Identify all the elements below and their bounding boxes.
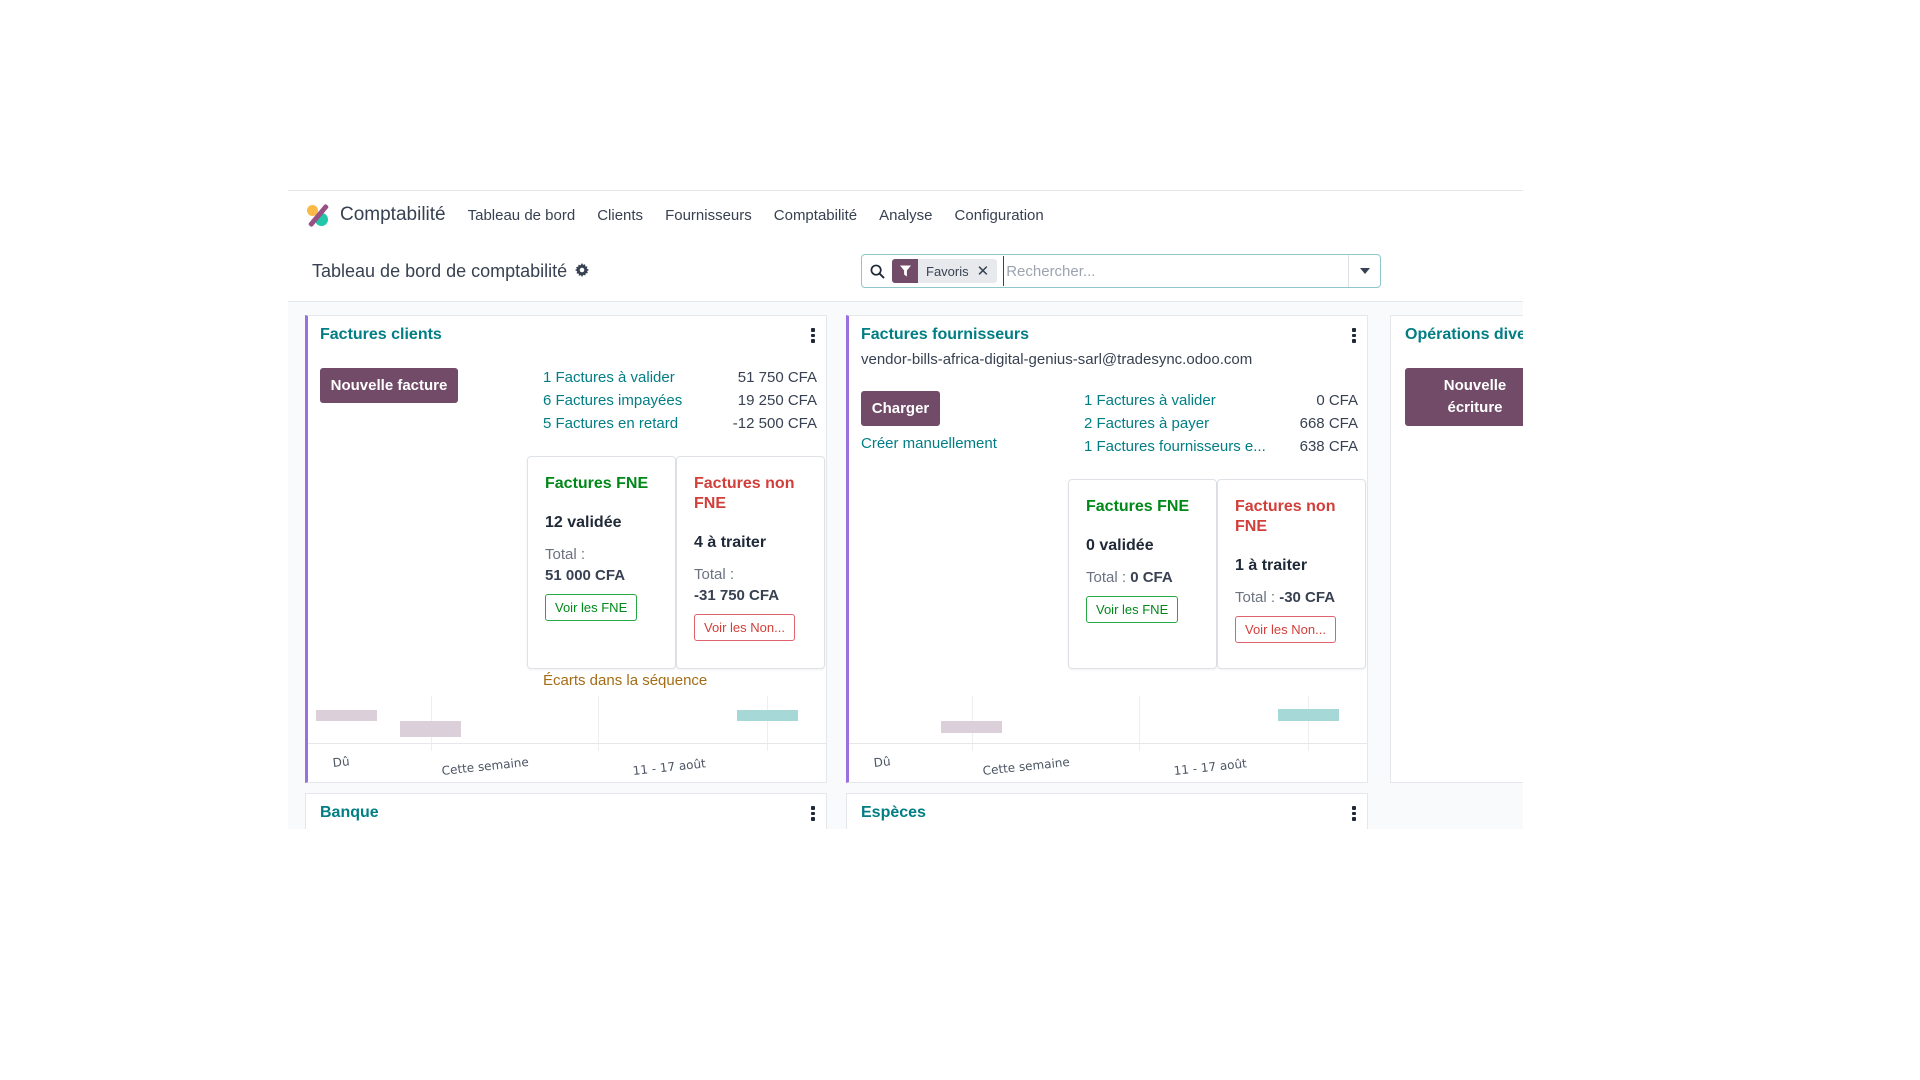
- caret-down-icon: [1359, 268, 1370, 274]
- kebab-menu-icon[interactable]: [1352, 328, 1356, 343]
- chart-bar-due[interactable]: [316, 710, 377, 721]
- facet-label: Favoris: [926, 263, 969, 279]
- control-panel: Tableau de bord de comptabilité Favoris …: [288, 239, 1523, 302]
- non-fne-total: Total : -30 CFA: [1235, 589, 1336, 606]
- chart-bar-this-week[interactable]: [941, 721, 1002, 733]
- view-non-fne-button[interactable]: Voir les Non...: [694, 614, 795, 641]
- menu-comptabilite[interactable]: Comptabilité: [773, 206, 858, 224]
- fne-title: Factures FNE: [545, 475, 649, 492]
- journal-card-customer-invoices: Factures clients Nouvelle facture 1 Fact…: [305, 315, 827, 783]
- menu-configuration[interactable]: Configuration: [954, 206, 1044, 224]
- menu-clients[interactable]: Clients: [597, 206, 644, 224]
- journal-card-misc-operations: Opérations dive Nouvelle écriture: [1390, 315, 1523, 783]
- search-options-toggle[interactable]: [1348, 255, 1380, 287]
- stat-row[interactable]: 6 Factures impayées 19 250 CFA: [543, 392, 817, 409]
- non-fne-total: Total : -31 750 CFA: [694, 566, 780, 604]
- menu-analyse[interactable]: Analyse: [879, 206, 933, 224]
- fne-count: 0 validée: [1086, 537, 1154, 554]
- facet-remove-icon[interactable]: ✕: [976, 263, 990, 280]
- stat-row[interactable]: 2 Factures à payer 668 CFA: [1084, 415, 1358, 432]
- menu-fournisseurs[interactable]: Fournisseurs: [665, 206, 752, 224]
- stat-row[interactable]: 1 Factures à valider 0 CFA: [1084, 392, 1358, 409]
- non-fne-summary-box: Factures non FNE 1 à traiter Total : -30…: [1217, 479, 1366, 669]
- x-label: Cette semaine: [441, 754, 530, 778]
- dashboard-content: Factures clients Nouvelle facture 1 Fact…: [288, 302, 1523, 829]
- chart-bar-this-week[interactable]: [400, 721, 461, 737]
- sequence-gaps-link[interactable]: Écarts dans la séquence: [543, 672, 708, 689]
- stat-row[interactable]: 1 Factures à valider 51 750 CFA: [543, 369, 817, 386]
- new-entry-button[interactable]: Nouvelle écriture: [1405, 368, 1523, 426]
- non-fne-count: 4 à traiter: [694, 534, 767, 551]
- top-navbar: Comptabilité Tableau de bord Clients Fou…: [288, 191, 1523, 239]
- journal-email: vendor-bills-africa-digital-genius-sarl@…: [861, 351, 1253, 368]
- chart-bar-next-week[interactable]: [737, 710, 798, 721]
- page-title-text: Tableau de bord de comptabilité: [312, 261, 568, 281]
- x-label: Cette semaine: [982, 754, 1071, 778]
- app-window: Comptabilité Tableau de bord Clients Fou…: [288, 190, 1523, 829]
- create-manually-link[interactable]: Créer manuellement: [861, 435, 997, 452]
- bills-due-chart[interactable]: Dû Cette semaine 11 - 17 août: [849, 696, 1368, 784]
- kebab-menu-icon[interactable]: [1352, 806, 1356, 821]
- card-title[interactable]: Banque: [320, 804, 379, 821]
- fne-count: 12 validée: [545, 514, 622, 531]
- invoice-due-chart[interactable]: Dû Cette semaine 11 - 17 août: [308, 696, 827, 784]
- x-label: Dû: [332, 754, 351, 770]
- x-label: 11 - 17 août: [632, 756, 707, 778]
- x-label: 11 - 17 août: [1173, 756, 1248, 778]
- card-title[interactable]: Opérations dive: [1405, 326, 1523, 343]
- journal-card-bank: Banque: [305, 793, 827, 829]
- stat-row[interactable]: 1 Factures fournisseurs e... 638 CFA: [1084, 438, 1358, 455]
- journal-card-cash: Espèces: [846, 793, 1368, 829]
- search-bar: Favoris ✕: [861, 254, 1381, 288]
- view-non-fne-button[interactable]: Voir les Non...: [1235, 616, 1336, 643]
- new-invoice-button[interactable]: Nouvelle facture: [320, 368, 458, 403]
- journal-card-vendor-bills: Factures fournisseurs vendor-bills-afric…: [846, 315, 1368, 783]
- fne-summary-box: Factures FNE 12 validée Total : 51 000 C…: [527, 456, 676, 669]
- search-facet-favorites: Favoris ✕: [892, 259, 998, 283]
- non-fne-title: Factures non FNE: [694, 475, 795, 512]
- fne-total: Total : 0 CFA: [1086, 569, 1173, 586]
- app-logo-icon[interactable]: [306, 203, 330, 228]
- menu-tableau-de-bord[interactable]: Tableau de bord: [467, 206, 576, 224]
- page-title: Tableau de bord de comptabilité: [312, 261, 590, 282]
- gear-icon[interactable]: [575, 263, 590, 280]
- kebab-menu-icon[interactable]: [811, 328, 815, 343]
- upload-button[interactable]: Charger: [861, 391, 940, 426]
- card-title[interactable]: Espèces: [861, 804, 926, 821]
- search-icon[interactable]: [862, 264, 892, 279]
- search-input[interactable]: [1003, 256, 1348, 286]
- kebab-menu-icon[interactable]: [811, 806, 815, 821]
- stat-row[interactable]: 5 Factures en retard -12 500 CFA: [543, 415, 817, 432]
- fne-total: Total : 51 000 CFA: [545, 546, 626, 584]
- view-fne-button[interactable]: Voir les FNE: [545, 594, 638, 621]
- view-fne-button[interactable]: Voir les FNE: [1086, 596, 1179, 623]
- fne-summary-box: Factures FNE 0 validée Total : 0 CFA Voi…: [1068, 479, 1217, 669]
- non-fne-count: 1 à traiter: [1235, 557, 1308, 574]
- chart-bar-next-week[interactable]: [1278, 709, 1339, 721]
- card-title[interactable]: Factures fournisseurs: [861, 326, 1030, 343]
- card-title[interactable]: Factures clients: [320, 326, 442, 343]
- app-name[interactable]: Comptabilité: [340, 204, 446, 225]
- non-fne-summary-box: Factures non FNE 4 à traiter Total : -31…: [676, 456, 825, 669]
- fne-title: Factures FNE: [1086, 498, 1190, 515]
- non-fne-title: Factures non FNE: [1235, 498, 1336, 535]
- x-label: Dû: [873, 754, 892, 770]
- filter-icon: [892, 259, 918, 283]
